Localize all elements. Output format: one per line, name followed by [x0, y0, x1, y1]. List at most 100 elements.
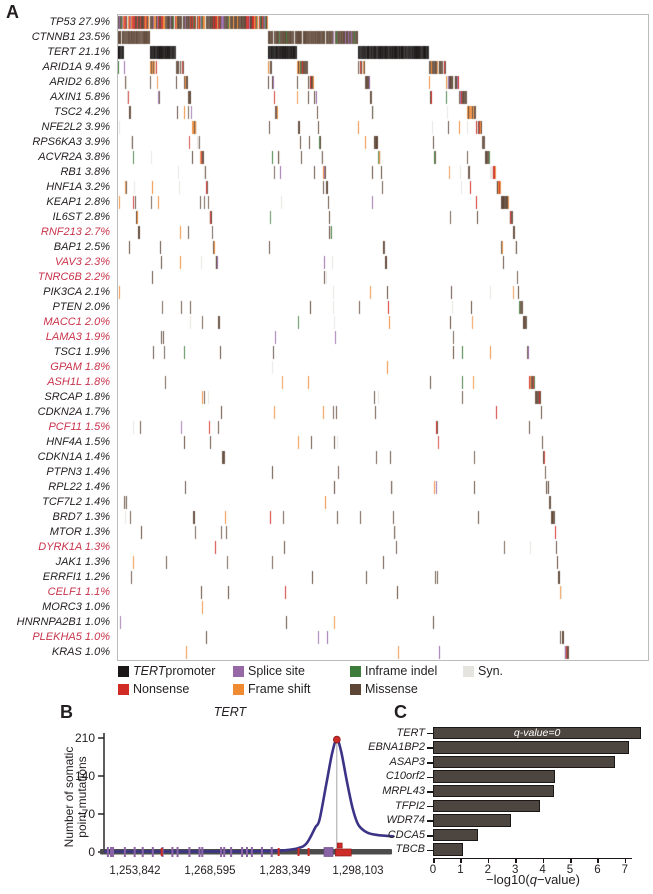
bar-tick-dash: [427, 805, 433, 808]
panel-b-ytick-label: 70: [82, 807, 96, 821]
gene-label: RPL22 1.4%: [48, 481, 110, 493]
gene-label: TP53 27.9%: [49, 16, 110, 28]
panel-c-label: C: [394, 702, 407, 722]
gene-label: LAMA3 1.9%: [45, 331, 110, 343]
gene-label: BRD7 1.3%: [52, 511, 110, 523]
gene-label: CDKN1A 1.4%: [37, 451, 110, 463]
legend-label: Frame shift: [248, 682, 311, 696]
panel-c-xtick: [542, 857, 545, 863]
legend-item: TERT promoter: [118, 664, 215, 678]
panel-c-xtick-label: 7: [621, 863, 628, 876]
panel-c-xtick-label: 6: [594, 863, 601, 876]
legend-swatch-splice: [233, 665, 244, 677]
gene-label: NFE2L2 3.9%: [41, 121, 110, 133]
peak-marker-dot: [332, 735, 341, 744]
qvalue-annotation: q-value=0: [513, 726, 561, 739]
bar-label: MRPL43: [382, 784, 425, 797]
legend-label: Splice site: [248, 664, 305, 678]
gene-label: CELF1 1.1%: [47, 586, 110, 598]
panel-c-xtick-label: 0: [429, 863, 437, 876]
legend-swatch-tert_promoter: [118, 665, 129, 677]
bar-tick-dash: [427, 791, 433, 793]
panel-b-label: B: [60, 702, 73, 722]
panel-b-xtick-label: 1,268,595: [184, 865, 235, 877]
gene-labels: TP53 27.9% CTNNB1 23.5% TERT 21.1% ARID1A 9…: [0, 15, 113, 660]
panel-c-xtick-label: 5: [566, 863, 574, 876]
bar-label: TERT: [396, 726, 425, 739]
panel-c-xtick-label: 1: [457, 863, 464, 876]
mutation-density-curve: [103, 738, 395, 853]
legend-item: Frame shift: [233, 682, 311, 696]
panel-c-xtick: [624, 857, 627, 863]
qvalue-bar: [433, 770, 555, 783]
gene-label: MACC1 2.0%: [43, 316, 110, 328]
gene-label: ARID1A 9.4%: [42, 61, 110, 73]
gene-label: BAP1 2.5%: [53, 241, 110, 253]
bar-label: TFPI2: [395, 799, 425, 812]
gene-label: ERRFI1 1.2%: [42, 571, 110, 583]
bar-tick-dash: [427, 732, 433, 735]
legend-label: promoter: [165, 664, 216, 678]
legend-label: Inframe indel: [365, 664, 438, 678]
panel-b-xtick-label: 1,298,103: [332, 865, 383, 877]
bar-tick-dash: [427, 747, 433, 749]
bar-tick-dash: [427, 776, 433, 779]
gene-label: HNF4A 1.5%: [46, 436, 110, 448]
bar-label: CDCA5: [387, 828, 425, 841]
legend-item: Missense: [350, 682, 418, 696]
gene-label: CTNNB1 23.5%: [31, 31, 110, 43]
legend-item: Nonsense: [118, 682, 189, 696]
qvalue-bar: [433, 755, 616, 769]
gene-label: MORC3 1.0%: [42, 601, 110, 613]
gene-label: RNF213 2.7%: [40, 226, 110, 238]
gene-label: KRAS 1.0%: [51, 646, 110, 658]
gene-label: RB1 3.8%: [60, 166, 110, 178]
gene-label: TSC2 4.2%: [53, 106, 110, 118]
legend-label: Missense: [365, 682, 418, 696]
gene-label: MTOR 1.3%: [49, 526, 110, 538]
gene-label: PIK3CA 2.1%: [43, 286, 110, 298]
qvalue-bar: q-value=0: [433, 726, 642, 740]
panel-c-xtick: [570, 857, 572, 863]
bar-label: EBNA1BP2: [368, 741, 425, 754]
bar-tick-dash: [427, 762, 433, 764]
gene-label: KEAP1 2.8%: [46, 196, 110, 208]
legend-item: Inframe indel: [350, 664, 437, 678]
bar-tick-dash: [427, 835, 433, 837]
legend-item: Syn.: [463, 664, 503, 678]
gene-label: AXIN1 5.8%: [50, 91, 110, 103]
qvalue-bar: [433, 843, 464, 856]
gene-label: HNRNPA2B1 1.0%: [16, 616, 110, 628]
legend-swatch-nonsense: [118, 683, 129, 695]
panel-a-label: A: [6, 2, 19, 22]
panel-c-xtick: [460, 857, 462, 863]
gene-label: PCF11 1.5%: [48, 421, 110, 433]
gene-label: PLEKHA5 1.0%: [32, 631, 110, 643]
gene-label: SRCAP 1.8%: [44, 391, 110, 403]
gene-label: CDKN2A 1.7%: [37, 406, 110, 418]
gene-label: HNF1A 3.2%: [46, 181, 110, 193]
panel-b-title: TERT: [213, 705, 247, 719]
panel-b-ytick-label: 0: [88, 845, 95, 859]
bar-label: WDR74: [386, 814, 425, 827]
legend-item: Splice site: [233, 664, 305, 678]
legend-swatch-missense: [350, 683, 361, 695]
panel-c-xtick-label: 3: [511, 863, 519, 876]
gene-label: VAV3 2.3%: [54, 256, 110, 268]
panel-c-xtick: [597, 857, 599, 863]
gene-label: ASH1L 1.8%: [47, 376, 110, 388]
panel-c-xtick: [487, 857, 490, 863]
qvalue-bar: [433, 784, 554, 798]
gene-label: GPAM 1.8%: [50, 361, 110, 373]
bar-label: TBCB: [395, 843, 425, 856]
legend-label: Nonsense: [133, 682, 190, 696]
legend-label-italic: TERT: [133, 664, 166, 678]
panel-b-xtick-label: 1,253,842: [109, 865, 160, 877]
panel-b-xtick-label: 1,283,349: [259, 865, 310, 877]
bar-tick-dash: [427, 849, 433, 852]
legend-swatch-syn: [463, 665, 474, 677]
panel-c-xtick-label: 4: [539, 863, 546, 876]
panel-c-xtick-label: 2: [484, 863, 491, 876]
qvalue-bar: [433, 828, 479, 842]
bar-tick-dash: [427, 820, 433, 822]
